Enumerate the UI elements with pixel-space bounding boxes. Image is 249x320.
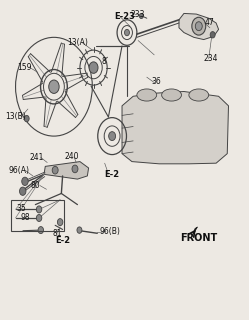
- Polygon shape: [44, 162, 89, 179]
- Circle shape: [124, 29, 129, 36]
- Circle shape: [210, 32, 215, 38]
- Circle shape: [139, 13, 143, 19]
- Circle shape: [109, 132, 116, 140]
- Polygon shape: [192, 227, 197, 235]
- Text: 96(B): 96(B): [99, 227, 120, 236]
- Ellipse shape: [189, 89, 209, 101]
- Text: 240: 240: [64, 152, 78, 161]
- Circle shape: [192, 17, 206, 35]
- Text: 233: 233: [131, 10, 145, 19]
- Text: 8: 8: [101, 57, 106, 66]
- Text: 36: 36: [152, 77, 162, 86]
- Text: 81: 81: [53, 229, 62, 238]
- Text: 159: 159: [17, 63, 31, 72]
- Polygon shape: [122, 92, 229, 164]
- Circle shape: [38, 227, 44, 234]
- Text: 241: 241: [29, 153, 44, 162]
- Text: 13(A): 13(A): [67, 38, 88, 47]
- Circle shape: [36, 206, 42, 213]
- Circle shape: [36, 214, 42, 221]
- Text: FRONT: FRONT: [180, 233, 217, 243]
- Text: 96(A): 96(A): [9, 166, 30, 175]
- Text: 80: 80: [31, 181, 40, 190]
- Text: 13(B): 13(B): [5, 113, 26, 122]
- Text: 35: 35: [17, 204, 27, 213]
- Ellipse shape: [137, 89, 157, 101]
- Text: E-23: E-23: [114, 12, 135, 21]
- Circle shape: [72, 165, 78, 173]
- Circle shape: [52, 166, 58, 174]
- Ellipse shape: [162, 89, 182, 101]
- Circle shape: [22, 177, 28, 186]
- Circle shape: [19, 187, 26, 196]
- Polygon shape: [179, 13, 219, 40]
- Text: 47: 47: [205, 19, 215, 28]
- Text: 234: 234: [204, 53, 218, 62]
- Circle shape: [24, 116, 29, 122]
- Circle shape: [49, 80, 59, 93]
- Text: E-2: E-2: [55, 236, 70, 245]
- Circle shape: [58, 219, 63, 226]
- Text: 98: 98: [20, 213, 30, 222]
- Circle shape: [89, 62, 98, 73]
- Text: E-2: E-2: [105, 170, 120, 179]
- Circle shape: [77, 227, 82, 233]
- Bar: [11, 199, 64, 231]
- Circle shape: [195, 22, 202, 31]
